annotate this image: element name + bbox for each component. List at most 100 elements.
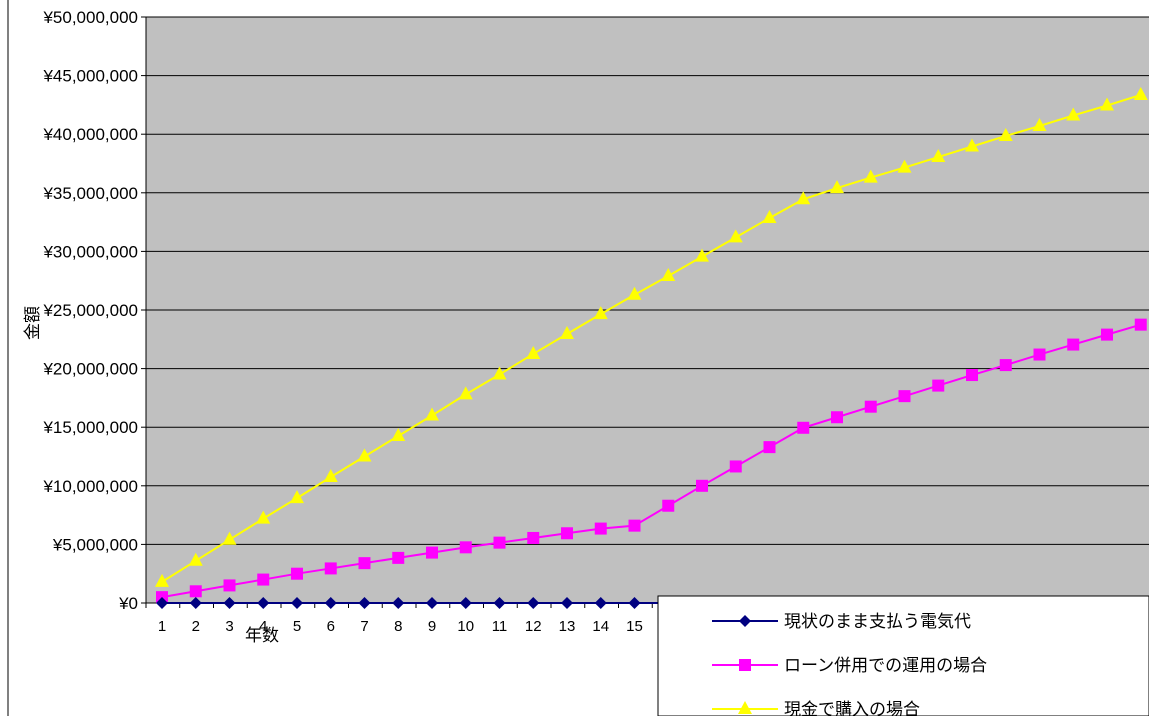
square-marker <box>1101 328 1113 341</box>
triangle-marker <box>1133 86 1148 100</box>
square-marker <box>864 400 877 413</box>
square-marker <box>763 441 776 454</box>
x-tick-label: 12 <box>525 618 542 635</box>
diamond-marker <box>426 597 438 609</box>
triangle-marker <box>998 127 1013 141</box>
y-axis-ticks: ¥0 ¥5,000,000 ¥10,000,000 ¥15,000,000 ¥20,00… <box>42 8 147 613</box>
legend-label: 現状のまま支払う電気代 <box>784 612 971 631</box>
x-tick-label: 14 <box>592 618 609 635</box>
square-marker <box>459 541 472 554</box>
y-tick-label: ¥30,000,000 <box>42 242 138 261</box>
triangle-marker <box>796 191 811 205</box>
square-marker <box>932 379 945 392</box>
legend-entry: 現状のまま支払う電気代 <box>712 612 971 631</box>
series-3 <box>155 86 1148 587</box>
triangle-marker <box>357 448 372 462</box>
x-tick-label: 6 <box>327 618 335 635</box>
triangle-marker <box>863 169 878 183</box>
y-axis-title: 金額 <box>23 306 42 340</box>
y-tick-label: ¥45,000,000 <box>42 67 138 86</box>
diamond-marker <box>493 597 506 609</box>
y-tick-label: ¥5,000,000 <box>52 535 138 554</box>
triangle-marker <box>155 573 169 587</box>
y-tick-label: ¥35,000,000 <box>42 184 138 203</box>
diamond-marker <box>189 597 202 609</box>
legend-entry: 現金で購入の場合 <box>712 700 920 716</box>
x-axis-title: 年数 <box>245 626 279 645</box>
square-marker <box>696 479 708 492</box>
y-tick-label: ¥40,000,000 <box>42 125 138 144</box>
x-tick-label: 3 <box>225 618 233 635</box>
square-marker <box>1134 318 1147 331</box>
square-marker <box>1067 338 1080 351</box>
triangle-marker <box>695 248 709 262</box>
x-tick-label: 2 <box>192 618 200 635</box>
square-marker <box>662 499 675 512</box>
triangle-marker <box>931 149 946 163</box>
legend-box <box>657 595 1149 716</box>
triangle-marker <box>458 386 473 400</box>
square-marker <box>966 369 978 382</box>
y-tick-label: ¥15,000,000 <box>42 418 138 437</box>
triangle-marker <box>627 286 642 300</box>
legend-entry: ローン併用での運用の場合 <box>712 656 987 675</box>
triangle-marker <box>965 138 979 152</box>
square-marker <box>831 411 843 424</box>
x-tick-label: 7 <box>360 618 368 635</box>
x-tick-label: 13 <box>559 618 576 635</box>
diamond-marker <box>739 615 751 627</box>
square-marker <box>358 557 371 570</box>
diamond-marker <box>594 597 607 609</box>
triangle-marker <box>661 268 676 282</box>
x-tick-label: 5 <box>293 618 301 635</box>
x-tick-label: 9 <box>428 618 436 635</box>
y-tick-label: ¥20,000,000 <box>42 360 138 379</box>
diamond-marker <box>223 597 236 609</box>
square-marker <box>999 359 1012 372</box>
triangle-marker <box>1032 117 1047 131</box>
y-tick-label: ¥10,000,000 <box>42 477 138 496</box>
square-marker <box>739 659 751 671</box>
square-marker <box>561 527 573 540</box>
x-tick-label: 4 <box>259 618 267 635</box>
square-marker <box>527 531 540 544</box>
triangle-marker <box>830 180 844 194</box>
diamond-marker <box>561 597 573 609</box>
x-tick-label: 8 <box>394 618 402 635</box>
triangle-marker <box>738 701 752 714</box>
triangle-marker <box>762 209 777 223</box>
y-tick-label: ¥0 <box>118 594 138 613</box>
triangle-marker <box>425 407 439 421</box>
diamond-marker <box>156 597 168 609</box>
x-tick-label: 15 <box>626 618 643 635</box>
x-tick-label: 1 <box>158 618 166 635</box>
square-marker <box>594 522 607 535</box>
y-tick-label: ¥50,000,000 <box>42 8 138 27</box>
diamond-marker <box>358 597 371 609</box>
square-marker <box>257 573 270 586</box>
square-marker <box>628 519 641 532</box>
legend-label: ローン併用での運用の場合 <box>784 656 987 675</box>
square-marker <box>291 567 303 580</box>
diamond-marker <box>392 597 405 609</box>
diamond-marker <box>291 597 303 609</box>
triangle-marker <box>256 510 271 524</box>
legend-label: 現金で購入の場合 <box>784 700 920 716</box>
triangle-marker <box>526 345 541 359</box>
square-marker <box>392 551 405 564</box>
square-marker <box>223 579 236 592</box>
triangle-marker <box>290 490 304 504</box>
x-axis-ticks: 1 2 3 4 5 6 7 8 9 10 11 12 13 14 15 <box>145 603 1126 635</box>
square-marker <box>426 546 438 559</box>
triangle-marker <box>188 552 203 566</box>
square-marker <box>1033 348 1046 361</box>
square-marker <box>493 536 506 549</box>
triangle-marker <box>560 326 574 340</box>
diamond-marker <box>257 597 270 609</box>
diamond-marker <box>527 597 540 609</box>
triangle-marker <box>728 229 743 243</box>
diamond-marker <box>324 597 337 609</box>
square-marker <box>797 421 810 434</box>
